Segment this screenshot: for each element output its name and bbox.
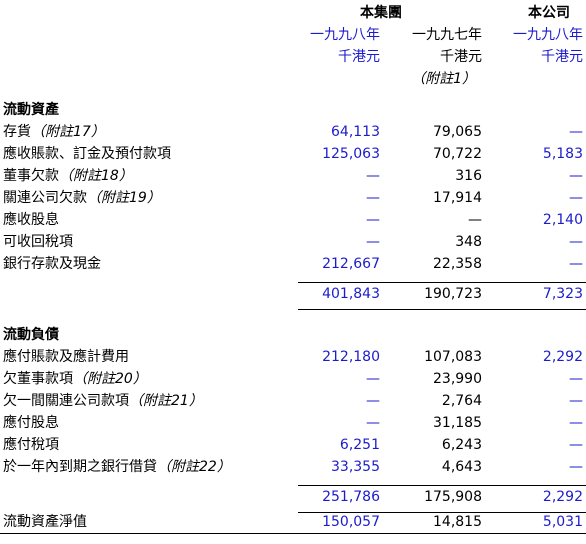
section-title: 流動資產 [3,102,59,118]
cell: 31,185 [433,415,482,431]
column-note: （附註1） [411,71,476,87]
row-label: 應收賬款、訂金及預付款項 [3,144,171,164]
cell: 33,355 [331,459,380,475]
label: 可收回稅項 [3,234,73,250]
row-label: 董事欠款（附註18） [3,166,133,186]
column-unit: 千港元 [338,49,380,65]
cell: 4,643 [441,459,482,475]
cell: 70,722 [433,146,482,162]
cell: 17,914 [433,190,482,206]
label: 流動資產淨值 [3,514,87,530]
cell: — [366,212,380,228]
cell: — [569,168,583,184]
cell: 79,065 [433,124,482,140]
group-heading: 本集團 [360,5,402,21]
cell: — [366,190,380,206]
rule [298,512,586,513]
cell: 212,667 [322,256,380,272]
cell: — [366,415,380,431]
total-cell: 7,323 [542,286,583,302]
row-label: 應付賬款及應計費用 [3,347,129,367]
rule [0,533,586,534]
note: （附註22） [157,459,231,475]
column-unit: 千港元 [440,49,482,65]
column-year: 一九九八年 [513,27,583,43]
rule [298,485,586,486]
cell: — [569,124,583,140]
note: （附註17） [31,124,105,140]
note: （附註19） [87,190,161,206]
cell: — [569,256,583,272]
label: 應付股息 [3,415,59,431]
row-label: 欠董事款項（附註20） [3,369,147,389]
cell: 2,764 [441,393,482,409]
cell: 22,358 [433,256,482,272]
total-cell: 175,908 [424,489,482,505]
company-heading: 本公司 [528,5,570,21]
net-cell: 14,815 [433,514,482,530]
cell: — [569,415,583,431]
cell: 212,180 [322,349,380,365]
row-label: 銀行存款及現金 [3,254,101,274]
label: 應收股息 [3,212,59,228]
total-cell: 251,786 [322,489,380,505]
cell: 6,251 [339,437,380,453]
cell: — [366,234,380,250]
total-cell: 2,292 [542,489,583,505]
column-year: 一九九七年 [412,27,482,43]
note: （附註20） [73,371,147,387]
cell: — [468,212,482,228]
column-unit: 千港元 [541,49,583,65]
row-label: 應付股息 [3,413,59,433]
row-label: 欠一間關連公司款項（附註21） [3,391,203,411]
label: 應收賬款、訂金及預付款項 [3,146,171,162]
cell: — [366,393,380,409]
label: 銀行存款及現金 [3,256,101,272]
cell: 23,990 [433,371,482,387]
label: 於一年內到期之銀行借貸 [3,459,157,475]
note: （附註18） [59,168,133,184]
label: 董事欠款 [3,168,59,184]
row-label: 可收回稅項 [3,232,73,252]
label: 欠董事款項 [3,371,73,387]
label: 應付稅項 [3,437,59,453]
row-label: 流動資產淨值 [3,512,87,532]
net-cell: 5,031 [542,514,583,530]
label: 應付賬款及應計費用 [3,349,129,365]
total-cell: 401,843 [322,286,380,302]
cell: — [569,371,583,387]
label: 存貨 [3,124,31,140]
cell: 2,292 [542,349,583,365]
note: （附註21） [129,393,203,409]
row-label: 關連公司欠款（附註19） [3,188,161,208]
row-label: 存貨（附註17） [3,122,105,142]
cell: — [366,371,380,387]
cell: 125,063 [322,146,380,162]
rule [298,282,586,283]
row-label: 應付稅項 [3,435,59,455]
row-label: 應收股息 [3,210,59,230]
total-cell: 190,723 [424,286,482,302]
cell: — [569,234,583,250]
label: 關連公司欠款 [3,190,87,206]
cell: 5,183 [542,146,583,162]
cell: 348 [455,234,482,250]
cell: 107,083 [424,349,482,365]
cell: — [569,437,583,453]
rule [298,309,586,310]
cell: 316 [455,168,482,184]
net-cell: 150,057 [322,514,380,530]
cell: — [569,393,583,409]
cell: 2,140 [542,212,583,228]
cell: 64,113 [331,124,380,140]
column-year: 一九九八年 [310,27,380,43]
label: 欠一間關連公司款項 [3,393,129,409]
cell: 6,243 [441,437,482,453]
section-title: 流動負債 [3,327,59,343]
cell: — [569,190,583,206]
cell: — [366,168,380,184]
row-label: 於一年內到期之銀行借貸（附註22） [3,457,231,477]
cell: — [569,459,583,475]
